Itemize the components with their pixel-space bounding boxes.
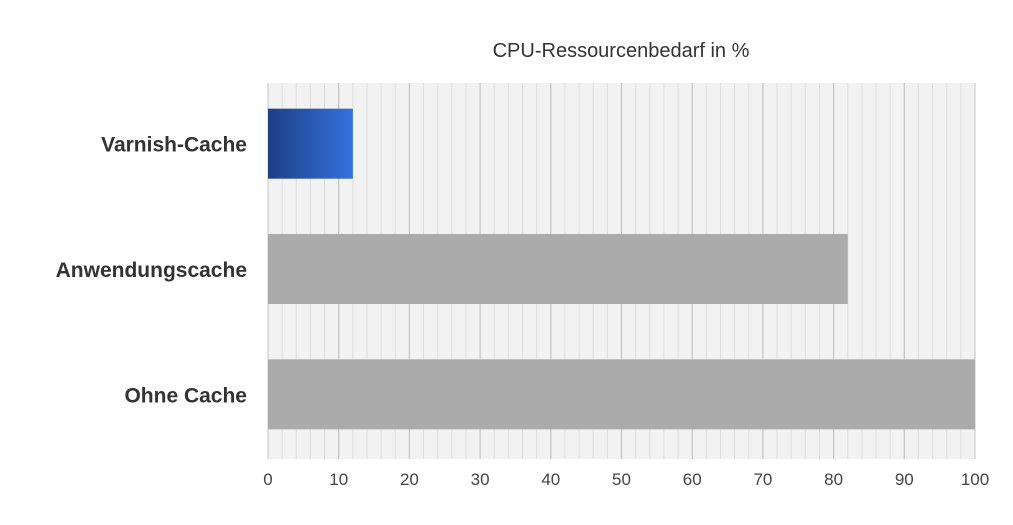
category-labels: Varnish-Cache Anwendungscache Ohne Cache [56,134,247,408]
category-label: Anwendungscache [56,259,247,282]
x-tick-label: 60 [683,470,702,489]
x-tick-label: 10 [329,470,348,489]
x-axis-tick-labels: 0 10 20 30 40 50 60 70 80 90 100 [263,470,989,489]
x-tick-label: 20 [400,470,419,489]
x-tick-label: 30 [471,470,490,489]
x-tick-label: 50 [612,470,631,489]
x-tick-label: 80 [824,470,843,489]
bar [268,359,975,430]
category-label: Ohne Cache [124,384,247,407]
bars [268,108,975,430]
bar [268,108,353,179]
x-tick-label: 70 [753,470,772,489]
x-tick-label: 90 [895,470,914,489]
x-tick-label: 0 [263,470,272,489]
x-tick-label: 100 [961,470,989,489]
chart-title: CPU-Ressourcenbedarf in % [493,40,750,62]
bar [268,234,848,304]
category-label: Varnish-Cache [101,134,247,157]
x-tick-label: 40 [541,470,560,489]
